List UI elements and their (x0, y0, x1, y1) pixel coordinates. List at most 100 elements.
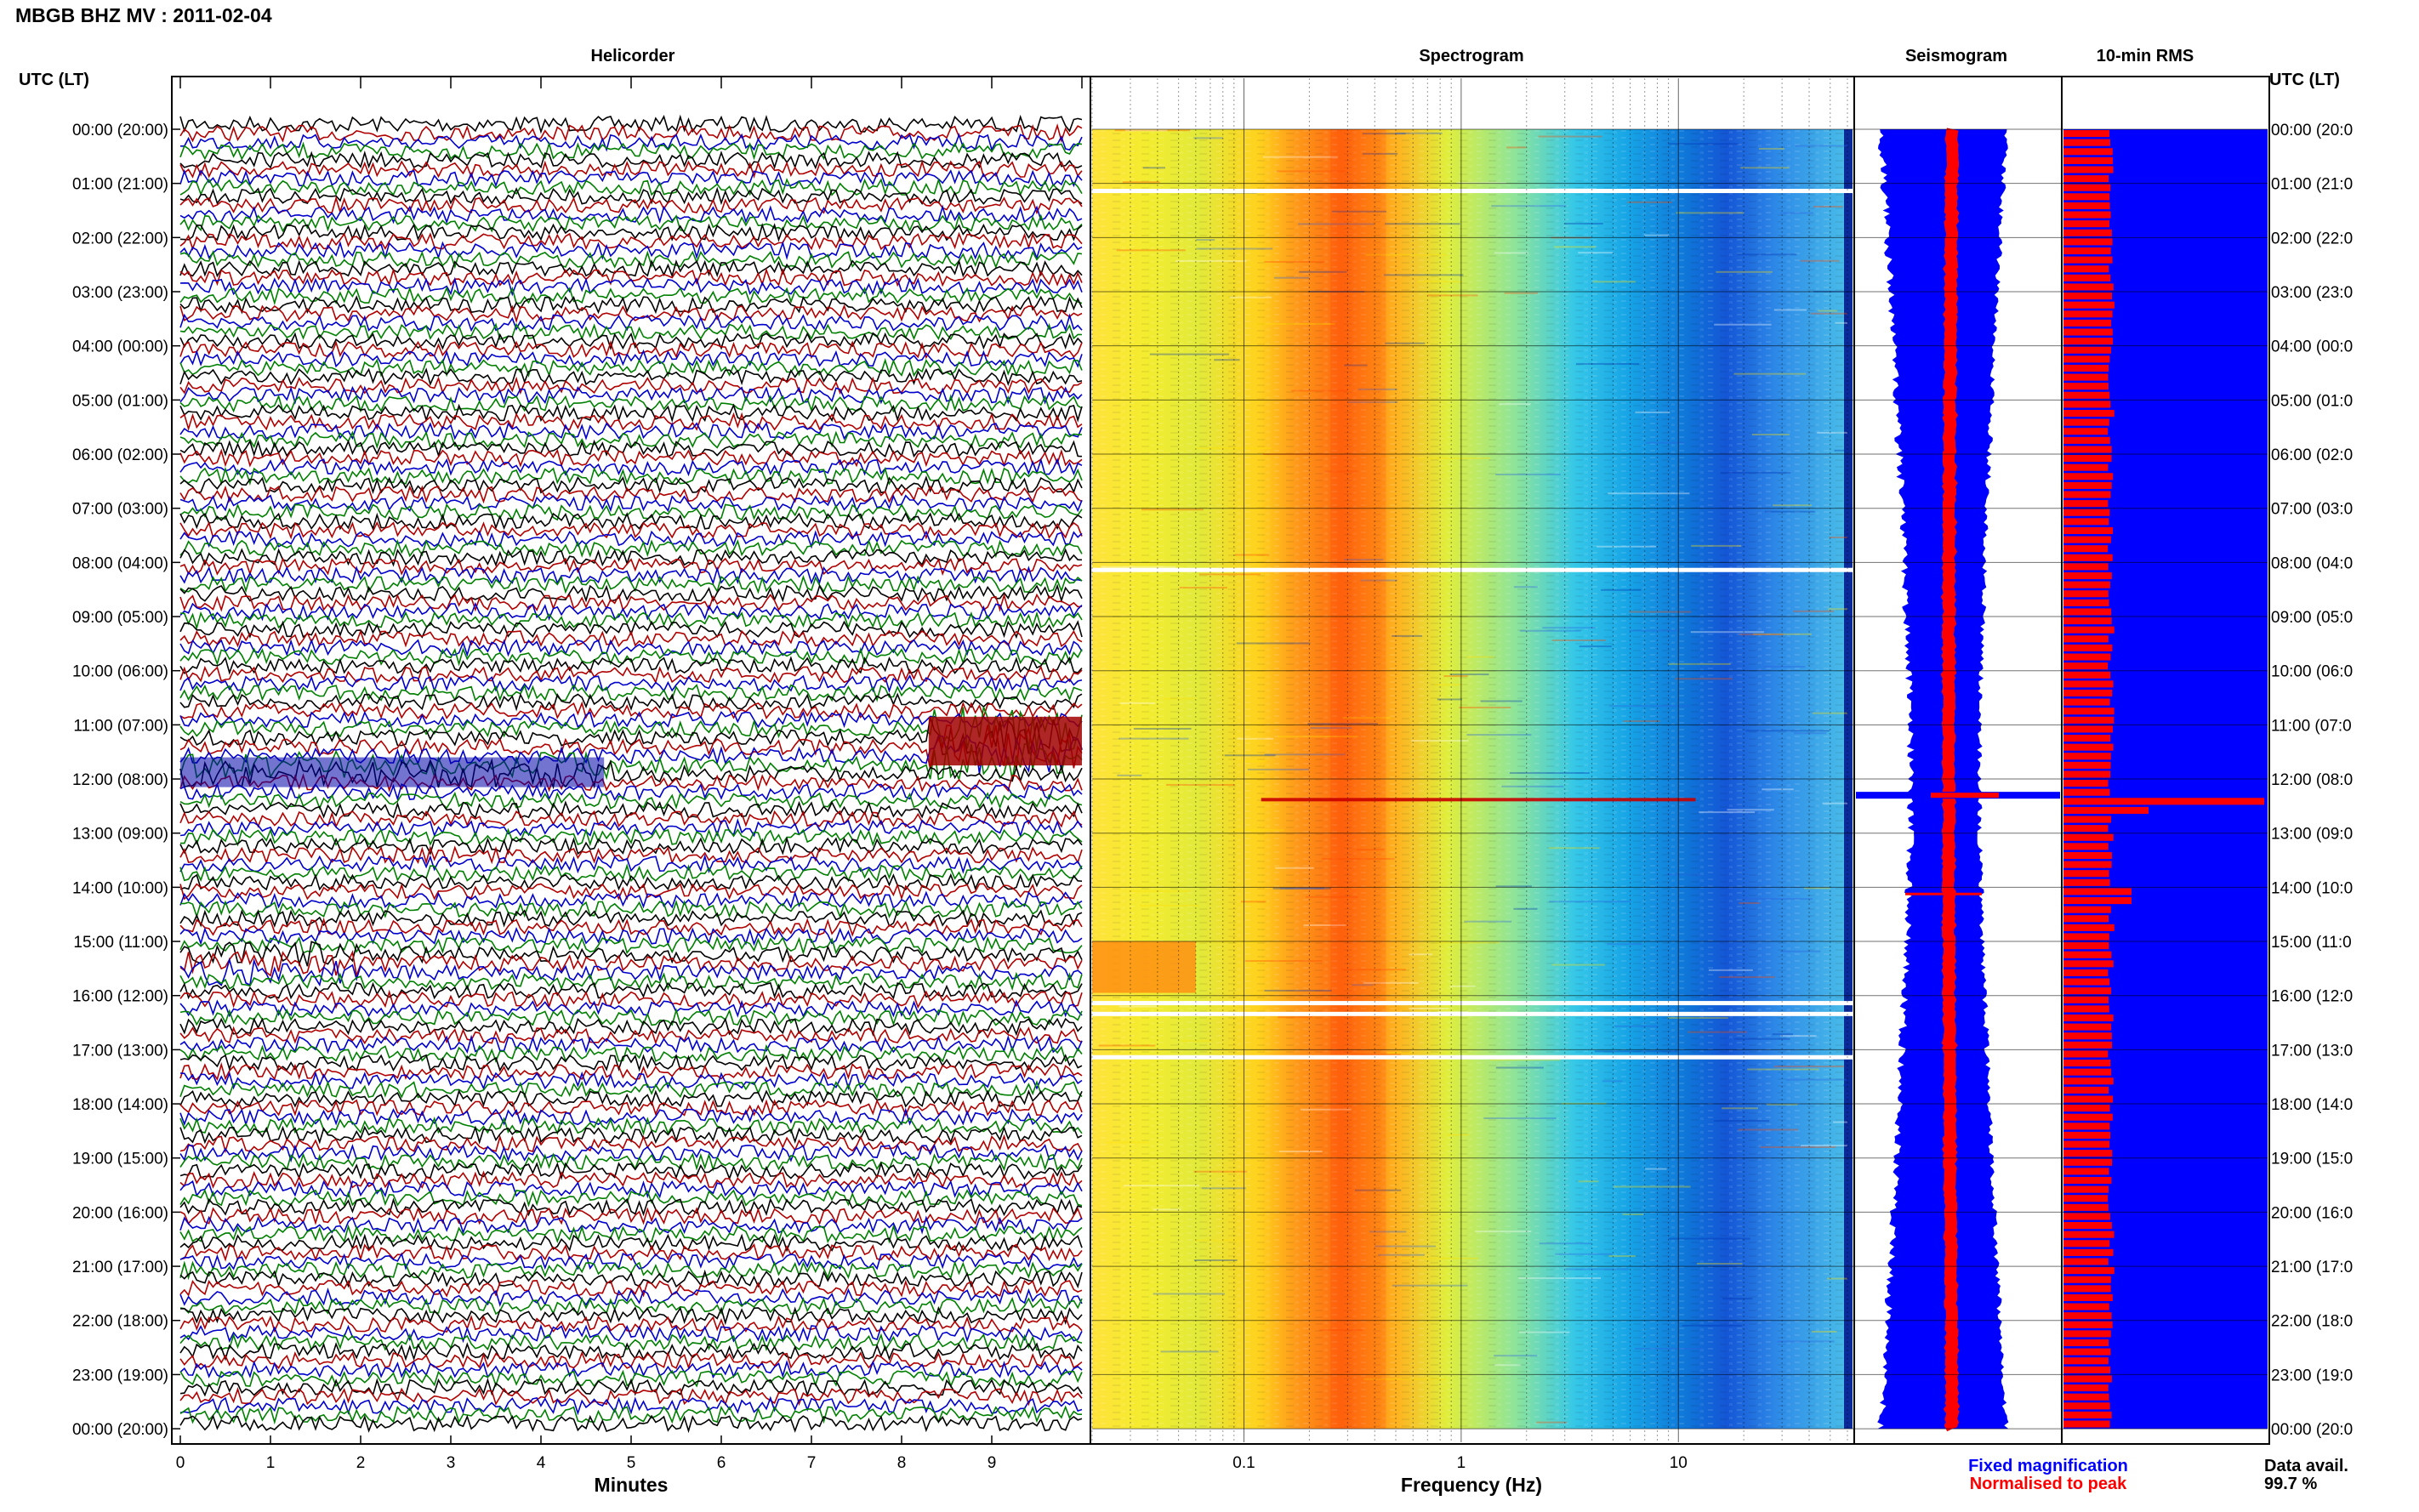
helicorder-trace (179, 836, 1083, 855)
spectrogram-streak (1696, 1263, 1743, 1265)
rms-bar (2063, 680, 2114, 688)
row-label-left: 16:00 (12:00) (72, 988, 168, 1006)
spectrogram-streak (1369, 1231, 1407, 1233)
helicorder-trace (179, 1080, 1083, 1100)
spectrogram-streak (1466, 656, 1494, 658)
helicorder-trace (179, 530, 1083, 549)
row-label-right: 14:00 (10:0 (2271, 879, 2353, 897)
spectrogram-title: Spectrogram (1419, 47, 1523, 65)
rms-bar (2063, 608, 2112, 616)
helicorder-x-tick-label: 1 (266, 1454, 276, 1472)
rms-bar (2063, 563, 2109, 571)
spectrogram-streak (1303, 924, 1346, 926)
spectrogram-streak (1277, 170, 1347, 173)
spectrogram-streak (1564, 222, 1603, 225)
spectrogram-streak (1780, 950, 1821, 952)
row-label-left: 06:00 (02:00) (72, 446, 168, 464)
spectrogram-streak (1609, 705, 1690, 708)
spectrogram-streak (1165, 783, 1235, 786)
rms-bar (2063, 761, 2111, 769)
legend-fixed-magnification: Fixed magnification (1968, 1457, 2128, 1475)
spectrogram-streak (1357, 388, 1397, 390)
spectrogram-streak (1832, 1121, 1847, 1123)
spectrogram-streak (1201, 1187, 1246, 1190)
row-label-right: 12:00 (08:0 (2271, 771, 2353, 789)
spectrogram-streak (1785, 1078, 1847, 1081)
spectrogram-streak (1495, 473, 1561, 475)
rms-bar (2063, 220, 2109, 228)
helicorder-trace (179, 1008, 1083, 1027)
spectrogram-streak (1194, 1239, 1251, 1242)
helicorder-trace (179, 114, 1083, 134)
helicorder-trace (179, 520, 1083, 540)
rms-bar (2063, 265, 2109, 273)
helicorder-trace (179, 186, 1083, 206)
rms-bar (2063, 716, 2114, 724)
rms-bar (2063, 274, 2111, 281)
spectrogram-streak (1300, 1108, 1352, 1111)
spectrogram-streak (1181, 1040, 1212, 1043)
spectrogram-streak (1519, 629, 1581, 632)
rms-bar (2063, 662, 2109, 670)
row-label-left: 01:00 (21:00) (72, 176, 168, 194)
spectrogram-streak (1645, 1168, 1667, 1170)
helicorder-trace (179, 485, 1083, 504)
rms-bar (2063, 247, 2111, 255)
row-label-left: 19:00 (15:00) (72, 1151, 168, 1168)
spectrogram-streak (1594, 1050, 1678, 1053)
spectrogram-streak (1179, 587, 1227, 589)
spectrogram-data-gap (1092, 1054, 1853, 1060)
helicorder-trace (179, 295, 1083, 315)
spectrogram-streak (1175, 259, 1247, 262)
helicorder-trace (179, 710, 1083, 730)
spectrogram-streak (1321, 858, 1395, 861)
row-label-right: 11:00 (07:0 (2271, 717, 2352, 735)
helicorder-trace (179, 628, 1083, 648)
spectrogram-streak (1739, 898, 1813, 901)
spectrogram-streak (1818, 310, 1838, 312)
rms-bar (2063, 1303, 2109, 1310)
rms-bar (2063, 1384, 2109, 1392)
helicorder-x-tick-label: 4 (537, 1454, 546, 1472)
spectrogram-grid (1091, 78, 1848, 1442)
rms-bar (2063, 1060, 2111, 1067)
rms-bar (2063, 798, 2264, 805)
spectrogram-streak (1417, 281, 1462, 283)
helicorder-trace (179, 926, 1083, 946)
helicorder-trace (179, 358, 1083, 378)
spectrogram-streak (1826, 1277, 1847, 1280)
spectrogram-streak (1365, 253, 1447, 256)
rms-bar (2063, 338, 2114, 345)
helicorder-trace (179, 957, 1083, 987)
seismogram-title: Seismogram (1905, 47, 2007, 65)
rms-bar (2063, 1032, 2112, 1040)
spectrogram-gaps (1092, 189, 1853, 1060)
rms-bar (2063, 888, 2132, 895)
rms-bar (2063, 1393, 2109, 1401)
helicorder-trace (179, 791, 1083, 810)
spectrogram-streak (1375, 1245, 1437, 1248)
spectrogram-streak (1254, 322, 1335, 325)
spectrogram-streak (1153, 1208, 1181, 1211)
row-label-left: 13:00 (09:00) (72, 826, 168, 844)
spectrogram-streak (1762, 788, 1794, 791)
rms-bar (2063, 1095, 2114, 1103)
rms-bar (2063, 734, 2111, 742)
spectrogram-streak (1714, 323, 1772, 326)
spectrogram-streak (1443, 675, 1468, 678)
row-label-right: 01:00 (21:0 (2271, 176, 2353, 194)
spectrogram-streak (1629, 629, 1680, 632)
spectrogram-streak (1278, 1151, 1323, 1153)
spectrogram-streak (1719, 976, 1775, 979)
helicorder-trace (179, 935, 1083, 956)
spectrogram-streak (1513, 586, 1538, 588)
helicorder-x-tick-label: 9 (988, 1454, 997, 1472)
helicorder-trace (179, 1387, 1083, 1407)
spectrogram-streak (1810, 312, 1847, 315)
spectrogram-streak (1803, 887, 1830, 890)
helicorder-trace (179, 593, 1083, 612)
helicorder-x-tick-label: 5 (627, 1454, 636, 1472)
rms-bar (2063, 1077, 2114, 1085)
spectrogram-streak (1298, 223, 1375, 225)
rms-bar (2063, 473, 2114, 480)
